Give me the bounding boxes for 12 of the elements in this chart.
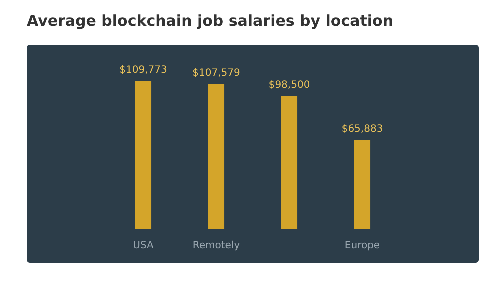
x-tick-label: USA	[133, 240, 154, 252]
chart-title: Average blockchain job salaries by location	[27, 12, 394, 30]
data-label: $65,883	[342, 124, 384, 135]
data-label: $109,773	[120, 64, 168, 76]
bar	[281, 96, 298, 229]
bar	[208, 84, 225, 229]
bar	[354, 140, 371, 229]
x-tick-label: Remotely	[192, 240, 240, 252]
bar	[135, 81, 152, 229]
x-tick-label: Europe	[344, 240, 380, 252]
data-label: $98,500	[268, 80, 310, 92]
data-label: $107,579	[192, 68, 240, 79]
